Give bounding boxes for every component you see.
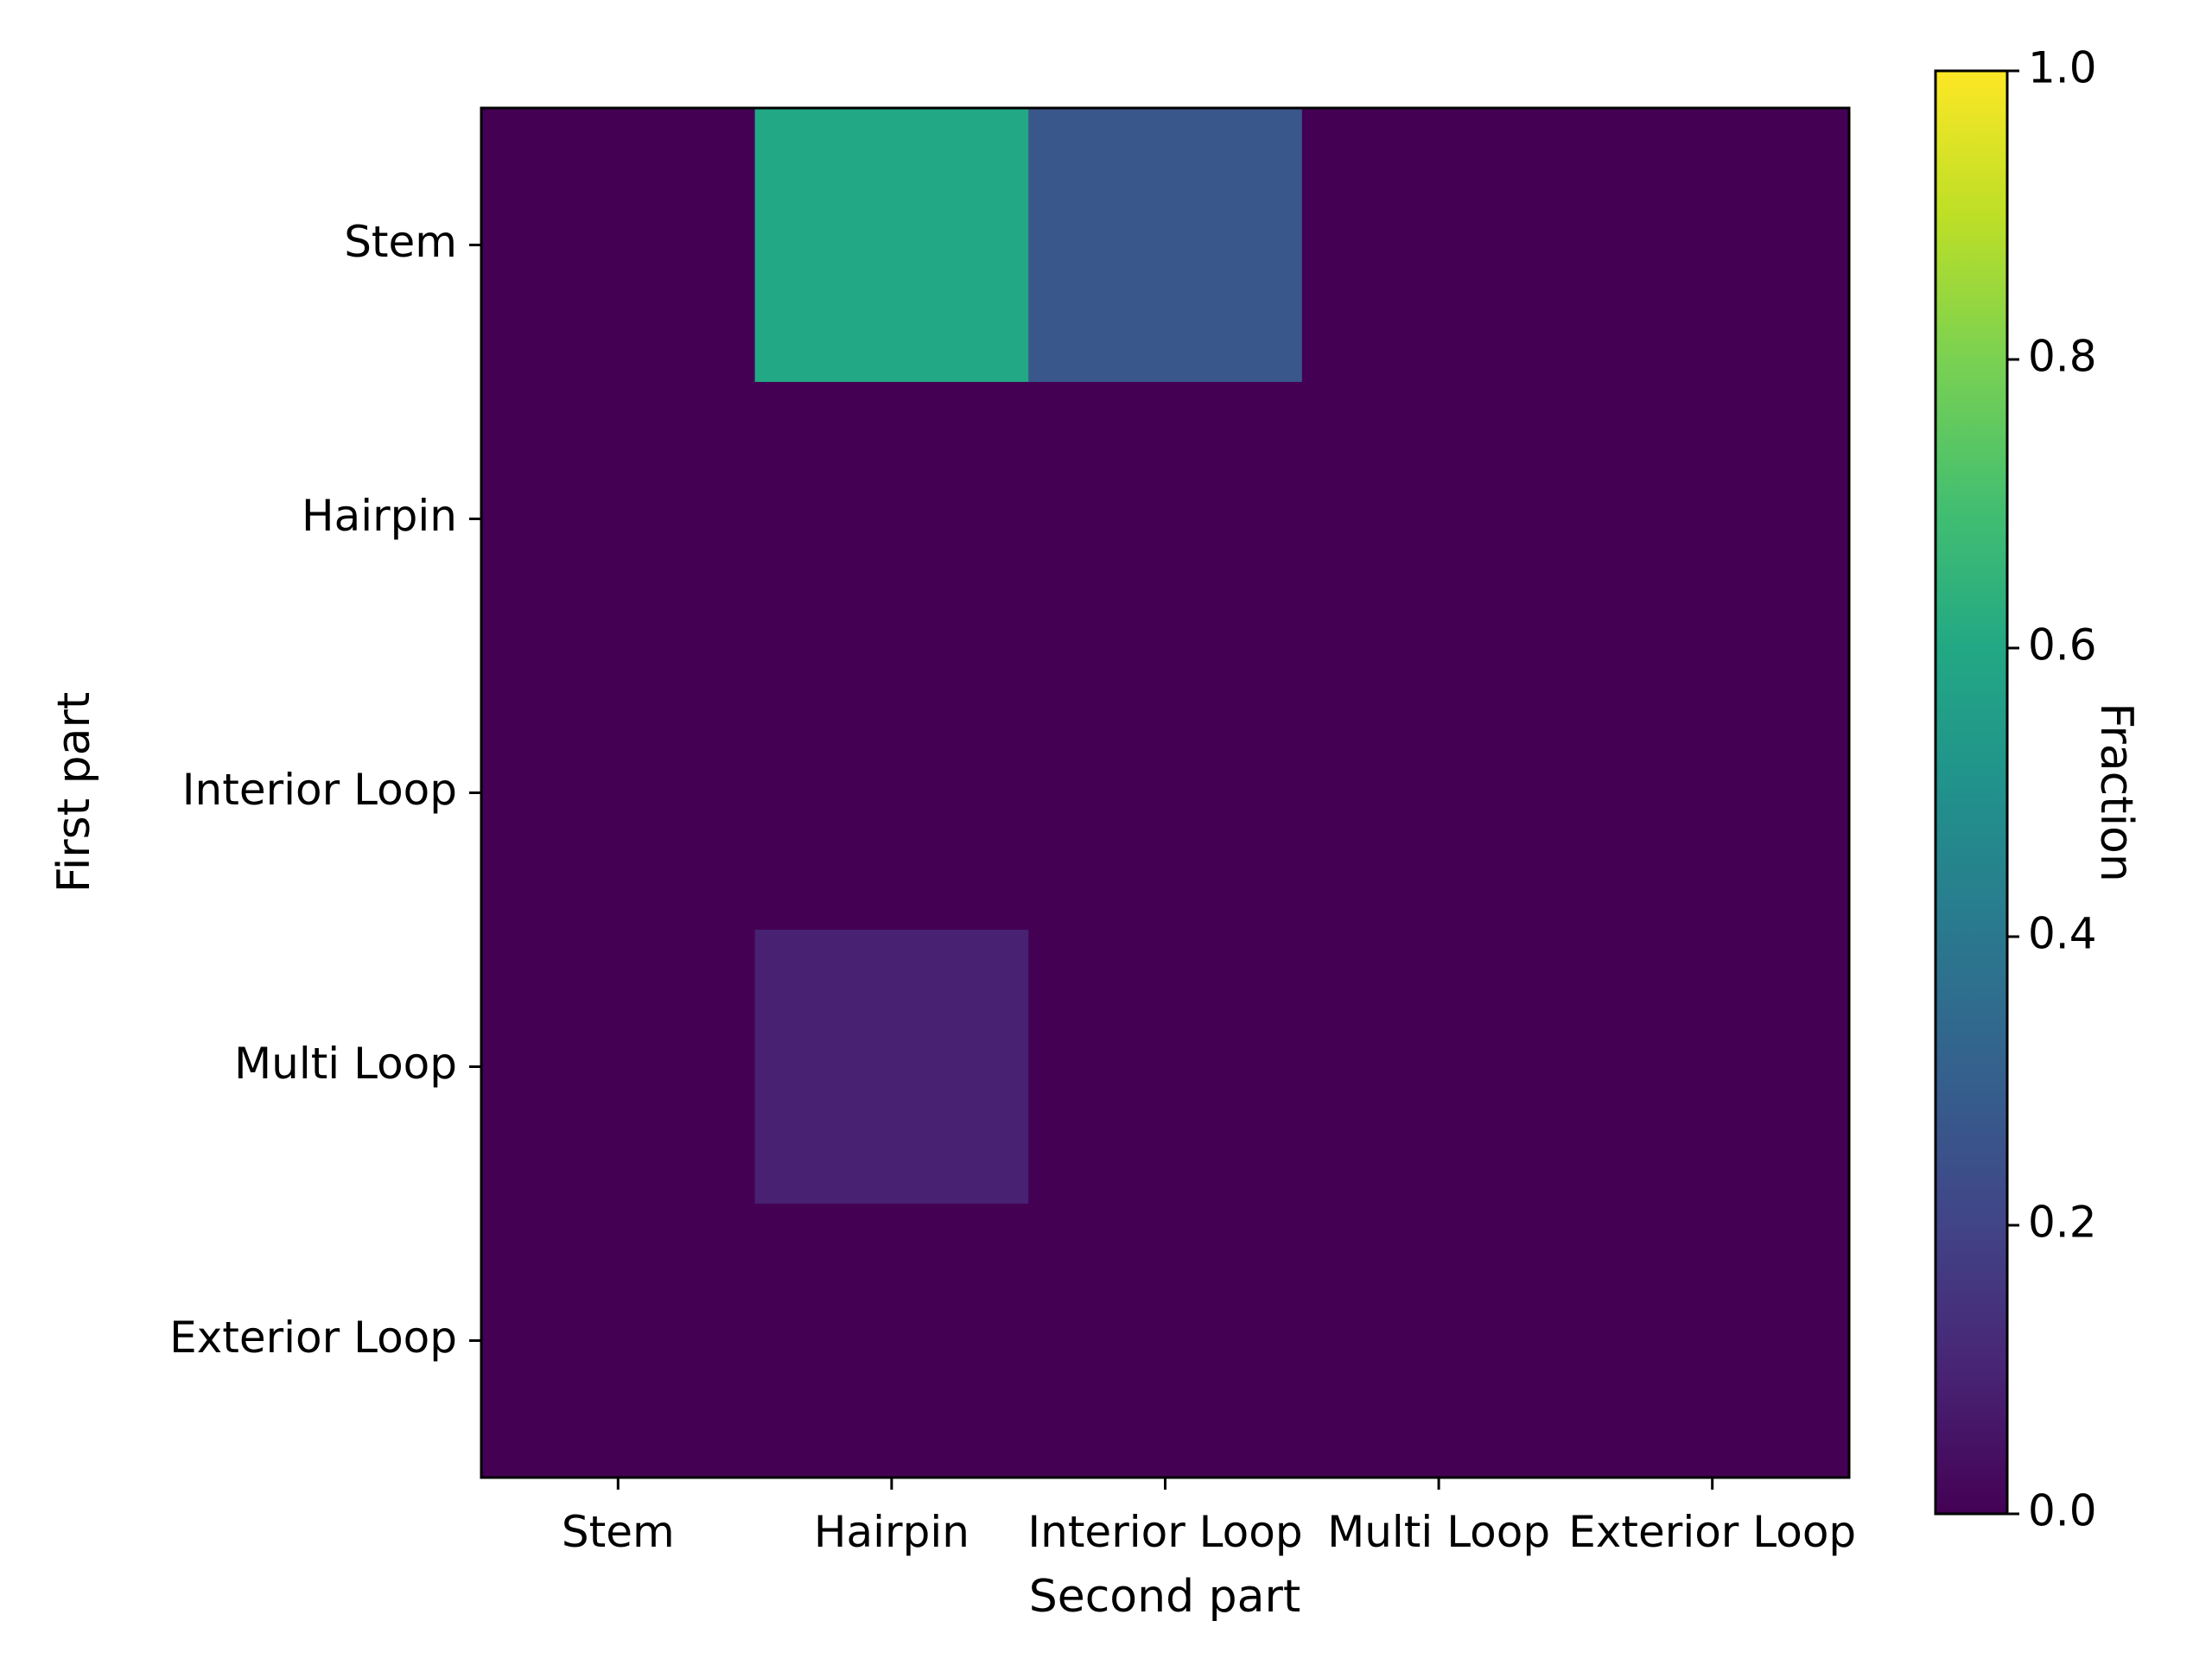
heatmap-cell: [754, 382, 1029, 657]
heatmap-cell: [481, 656, 756, 931]
heatmap-cell: [1301, 930, 1576, 1205]
heatmap-cell: [754, 108, 1029, 383]
heatmap-cell: [1301, 108, 1576, 383]
y-tick-label: Hairpin: [302, 491, 457, 541]
x-tick-label: Stem: [562, 1507, 675, 1557]
heatmap-cell: [1575, 930, 1850, 1205]
heatmap-cell: [1575, 1204, 1850, 1478]
x-axis-label: Second part: [1029, 1571, 1301, 1623]
x-axis: Stem Hairpin Interior Loop Multi Loop Exteri…: [562, 1478, 1856, 1557]
colorbar-tick-label: 1.0: [2028, 43, 2097, 93]
heatmap-cell: [1575, 108, 1850, 383]
x-tick-label: Exterior Loop: [1568, 1507, 1856, 1557]
colorbar-tick-label: 0.2: [2028, 1198, 2097, 1248]
colorbar-tick-label: 0.4: [2028, 909, 2097, 959]
heatmap-cell: [481, 108, 756, 383]
y-axis-label: First part: [48, 692, 100, 893]
heatmap-cell: [754, 656, 1029, 931]
y-axis: Stem Hairpin Interior Loop Multi Loop Exteri…: [169, 217, 481, 1363]
x-tick-label: Multi Loop: [1327, 1507, 1550, 1557]
heatmap-cell: [1301, 1204, 1576, 1478]
heatmap-cell: [1301, 656, 1576, 931]
heatmap-cell: [1028, 656, 1303, 931]
heatmap-cell: [1301, 382, 1576, 657]
heatmap-cell: [481, 382, 756, 657]
heatmap-cell: [1575, 656, 1850, 931]
colorbar-tick-label: 0.8: [2028, 332, 2097, 382]
heatmap-cell: [1028, 1204, 1303, 1478]
colorbar-tick-label: 0.0: [2028, 1486, 2097, 1536]
x-tick-label: Interior Loop: [1027, 1507, 1302, 1557]
colorbar-tick-label: 0.6: [2028, 620, 2097, 671]
y-tick-label: Multi Loop: [234, 1039, 457, 1089]
heatmap-cell: [754, 1204, 1029, 1478]
heatmap-cell: [1028, 108, 1303, 383]
colorbar: [1934, 69, 2009, 1516]
y-tick-label: Stem: [344, 217, 457, 267]
colorbar-ticks: 0.0 0.2 0.4 0.6 0.8 1.0: [2007, 43, 2097, 1536]
heatmap-cell: [754, 930, 1029, 1205]
y-tick-label: Interior Loop: [182, 765, 457, 815]
heatmap-cells: [481, 108, 1850, 1478]
x-tick-label: Hairpin: [814, 1507, 969, 1557]
heatmap-cell: [1575, 382, 1850, 657]
y-tick-label: Exterior Loop: [169, 1313, 457, 1363]
colorbar-label: Fraction: [2090, 702, 2142, 882]
heatmap-cell: [1028, 382, 1303, 657]
heatmap-cell: [1028, 930, 1303, 1205]
heatmap-cell: [481, 1204, 756, 1478]
heatmap-cell: [481, 930, 756, 1205]
